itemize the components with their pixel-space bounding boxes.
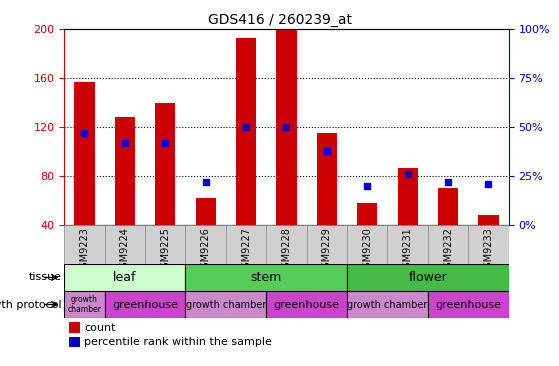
Bar [64,264,186,291]
Text: flower: flower [409,271,447,284]
Bar [74,82,94,225]
Bar [64,225,105,264]
Bar [307,225,347,264]
Text: growth chamber: growth chamber [347,299,428,310]
Bar [186,291,266,318]
Text: GSM9230: GSM9230 [362,227,372,274]
Bar [64,291,105,318]
Bar [387,225,428,264]
Bar [186,225,226,264]
Text: GSM9231: GSM9231 [402,227,413,274]
Bar [155,103,176,225]
Text: greenhouse: greenhouse [274,299,340,310]
Text: tissue: tissue [29,272,61,283]
Bar [479,215,499,225]
Text: GSM9227: GSM9227 [241,227,251,274]
Bar [347,291,428,318]
Bar [438,188,458,225]
Point [201,179,210,185]
Bar [428,225,468,264]
Bar [347,264,509,291]
Bar [105,225,145,264]
Text: GSM9226: GSM9226 [201,227,211,274]
Bar [69,337,80,347]
Text: count: count [84,323,116,333]
Point [120,140,129,146]
Text: greenhouse: greenhouse [112,299,178,310]
Bar [317,133,337,225]
Point [80,130,89,136]
Text: growth chamber: growth chamber [186,299,266,310]
Point [282,124,291,130]
Bar [236,38,256,225]
Bar [266,291,347,318]
Text: greenhouse: greenhouse [435,299,501,310]
Point [241,124,250,130]
Point [323,148,331,154]
Point [484,181,493,187]
Text: GSM9232: GSM9232 [443,227,453,274]
Text: GSM9223: GSM9223 [79,227,89,274]
Bar [357,203,377,225]
Bar [145,225,186,264]
Text: leaf: leaf [113,271,136,284]
Bar [397,168,418,225]
Point [363,183,372,189]
Text: GDS416 / 260239_at: GDS416 / 260239_at [207,13,352,27]
Text: GSM9228: GSM9228 [282,227,291,274]
Bar [347,225,387,264]
Text: GSM9233: GSM9233 [484,227,494,274]
Point [444,179,453,185]
Bar [186,264,347,291]
Bar [468,225,509,264]
Text: GSM9225: GSM9225 [160,227,170,274]
Text: GSM9224: GSM9224 [120,227,130,274]
Bar [196,198,216,225]
Text: percentile rank within the sample: percentile rank within the sample [84,337,272,347]
Bar [276,29,297,225]
Bar [105,291,186,318]
Text: GSM9229: GSM9229 [322,227,332,274]
Text: growth
chamber: growth chamber [68,295,101,314]
Text: stem: stem [250,271,282,284]
Bar [69,322,80,333]
Bar [226,225,266,264]
Point [403,171,412,177]
Bar [115,117,135,225]
Bar [428,291,509,318]
Text: growth protocol: growth protocol [0,299,61,310]
Point [161,140,170,146]
Bar [266,225,307,264]
